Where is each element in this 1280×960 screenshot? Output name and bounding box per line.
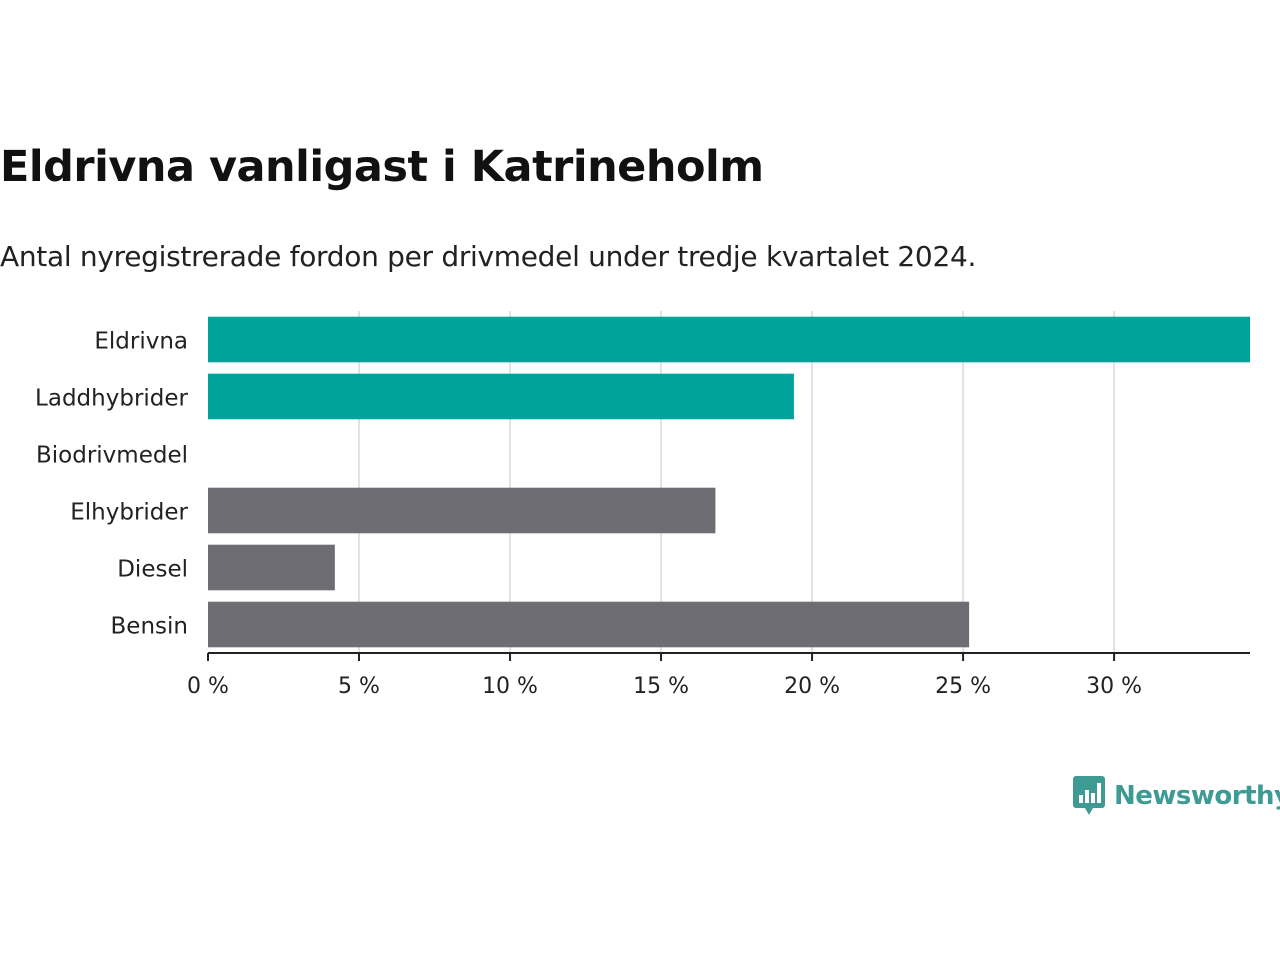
bar-laddhybrider [208, 373, 794, 420]
category-label: Biodrivmedel [36, 443, 188, 469]
x-tick-label: 20 % [784, 674, 840, 699]
x-tick-label: 5 % [338, 674, 380, 699]
x-tick-label: 15 % [633, 674, 689, 699]
category-label: Elhybrider [70, 500, 188, 526]
bar-diesel [208, 544, 335, 591]
bar-bensin [208, 601, 970, 648]
chart-subtitle: Antal nyregistrerade fordon per drivmede… [0, 240, 977, 273]
chart-title: Eldrivna vanligast i Katrineholm [0, 142, 764, 192]
x-tick-label: 25 % [935, 674, 991, 699]
category-labels: Eldrivna Laddhybrider Biodrivmedel Elhybrid… [35, 329, 188, 640]
newsworthy-brand: Newsworthy [1072, 774, 1280, 818]
x-tick-label: 0 % [187, 674, 229, 699]
bars [208, 316, 1250, 648]
gridlines [358, 311, 1115, 653]
x-axis: 0 % 5 % 10 % 15 % 20 % 25 % 30 % [187, 652, 1250, 699]
bar-elhybrider [208, 487, 716, 534]
x-tick-label: 10 % [482, 674, 538, 699]
category-label: Eldrivna [94, 329, 188, 355]
bar-eldrivna [208, 316, 1250, 363]
category-label: Diesel [117, 557, 188, 583]
category-label: Bensin [111, 614, 188, 640]
x-tick-label: 30 % [1086, 674, 1142, 699]
category-label: Laddhybrider [35, 386, 188, 412]
bar-chart-speech-bubble-icon [1073, 776, 1105, 815]
brand-name: Newsworthy [1114, 781, 1280, 811]
